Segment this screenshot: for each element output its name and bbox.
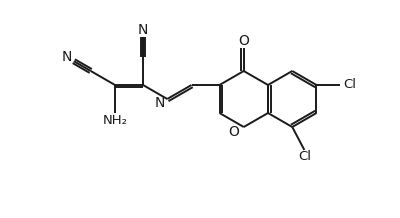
- Text: N: N: [155, 96, 165, 110]
- Text: N: N: [138, 23, 148, 37]
- Text: O: O: [238, 34, 249, 48]
- Text: NH₂: NH₂: [102, 114, 128, 126]
- Text: Cl: Cl: [298, 150, 311, 164]
- Text: O: O: [228, 125, 239, 139]
- Text: Cl: Cl: [343, 78, 356, 92]
- Text: N: N: [62, 50, 72, 64]
